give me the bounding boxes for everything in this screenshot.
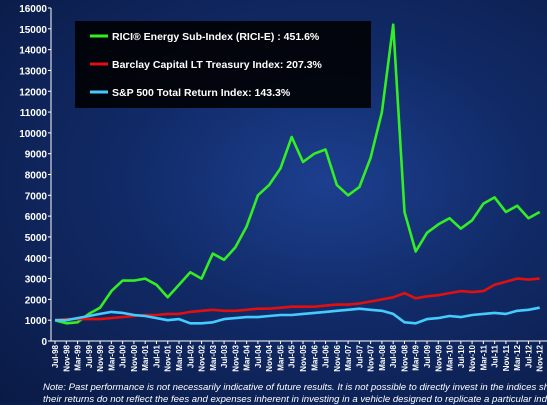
series-line-sp500 xyxy=(55,306,540,325)
x-tick-label: Mar-08 xyxy=(378,344,387,370)
y-tick-label: 11000 xyxy=(20,108,48,119)
y-tick-label: 7000 xyxy=(25,191,48,202)
y-tick-label: 9000 xyxy=(25,150,48,161)
x-tick-label: Nov-04 xyxy=(265,344,274,371)
series-lines xyxy=(54,23,541,325)
x-tick-label: Nov-03 xyxy=(231,344,240,371)
y-tick-label: 8000 xyxy=(25,171,48,182)
x-tick-label: Mar-07 xyxy=(344,344,353,370)
x-tick-label: Mar-02 xyxy=(175,344,184,370)
x-tick-label: Nov-07 xyxy=(367,344,376,371)
x-tick-label: Jul-99 xyxy=(85,344,94,368)
x-tick-label: Nov-12 xyxy=(536,344,545,371)
x-tick-label: Nov-09 xyxy=(434,344,443,371)
y-tick-label: 3000 xyxy=(25,275,48,286)
x-tick-label: Jul-11 xyxy=(491,344,500,367)
x-tick-label: Jul-05 xyxy=(288,344,297,368)
series-line-rici-energy xyxy=(54,23,541,325)
x-tick-label: Nov-01 xyxy=(164,344,173,371)
x-tick-label: Mar-06 xyxy=(310,344,319,370)
x-tick-label: Mar-03 xyxy=(209,344,218,370)
legend: RICI® Energy Sub-Index (RICI-E) : 451.6%… xyxy=(75,21,371,108)
x-tick-label: Nov-08 xyxy=(400,344,409,371)
x-tick-label: Mar-00 xyxy=(107,344,116,370)
x-tick-label: Mar-12 xyxy=(513,344,522,370)
x-tick-label: Jul-01 xyxy=(152,344,161,368)
legend-label-sp500: S&P 500 Total Return Index: 143.3% xyxy=(112,87,291,99)
x-tick-label: Jul-09 xyxy=(423,344,432,368)
x-tick-label: Mar-05 xyxy=(276,344,285,370)
x-tick-label: Mar-10 xyxy=(446,344,455,370)
legend-label-rici: RICI® Energy Sub-Index (RICI-E) : 451.6% xyxy=(112,31,320,43)
x-tick-label: Nov-05 xyxy=(299,344,308,371)
footnote-line-2: their returns do not reflect the fees an… xyxy=(43,394,547,405)
y-tick-label: 14000 xyxy=(19,46,47,57)
x-tick-label: Jul-03 xyxy=(220,344,229,368)
x-tick-label: Nov-98 xyxy=(62,344,71,371)
x-tick-label: Jul-06 xyxy=(322,344,331,368)
y-tick-label: 4000 xyxy=(25,254,48,265)
x-tick-label: Jul-07 xyxy=(355,344,364,368)
x-tick-label: Jul-12 xyxy=(524,344,533,368)
x-tick-label: Mar-99 xyxy=(74,344,83,370)
x-tick-label: Jul-02 xyxy=(186,344,195,368)
y-tick-label: 5000 xyxy=(25,233,48,244)
y-tick-label: 13000 xyxy=(19,66,47,77)
x-tick-label: Jul-98 xyxy=(51,344,60,368)
x-tick-label: Mar-09 xyxy=(412,344,421,370)
x-tick-label: Mar-04 xyxy=(243,344,252,370)
x-tick-label: Jul-08 xyxy=(389,344,398,368)
x-axis: Jul-98 Nov-98 Mar-99 Jul-99 Nov-99 Mar-00 Jul-… xyxy=(51,341,545,372)
y-tick-label: 0 xyxy=(41,337,47,348)
x-tick-label: Nov-99 xyxy=(96,344,105,371)
legend-label-treasury: Barclay Capital LT Treasury Index: 207.3… xyxy=(112,59,323,71)
y-tick-label: 10000 xyxy=(19,129,47,140)
y-tick-label: 1000 xyxy=(25,316,48,327)
x-tick-label: Jul-00 xyxy=(119,344,128,368)
y-axis: 0 1000 2000 3000 4000 5000 6000 7000 8000 9000 100… xyxy=(19,4,51,348)
y-tick-label: 12000 xyxy=(19,87,47,98)
y-tick-label: 6000 xyxy=(25,212,48,223)
x-tick-label: Jul-04 xyxy=(254,344,263,368)
x-tick-label: Mar-11 xyxy=(479,344,488,370)
x-tick-label: Nov-10 xyxy=(468,344,477,371)
legend-box xyxy=(75,21,371,108)
y-tick-label: 2000 xyxy=(25,295,48,306)
x-tick-label: Nov-06 xyxy=(333,344,342,371)
x-tick-label: Jul-10 xyxy=(457,344,466,368)
x-tick-label: Nov-11 xyxy=(502,344,511,371)
y-tick-label: 16000 xyxy=(19,4,47,15)
x-tick-label: Mar-01 xyxy=(141,344,150,370)
x-tick-label: Nov-02 xyxy=(198,344,207,371)
x-tick-label: Nov-00 xyxy=(130,344,139,371)
footnote-line-1: Note: Past performance is not necessaril… xyxy=(43,382,547,393)
y-tick-label: 15000 xyxy=(19,25,47,36)
